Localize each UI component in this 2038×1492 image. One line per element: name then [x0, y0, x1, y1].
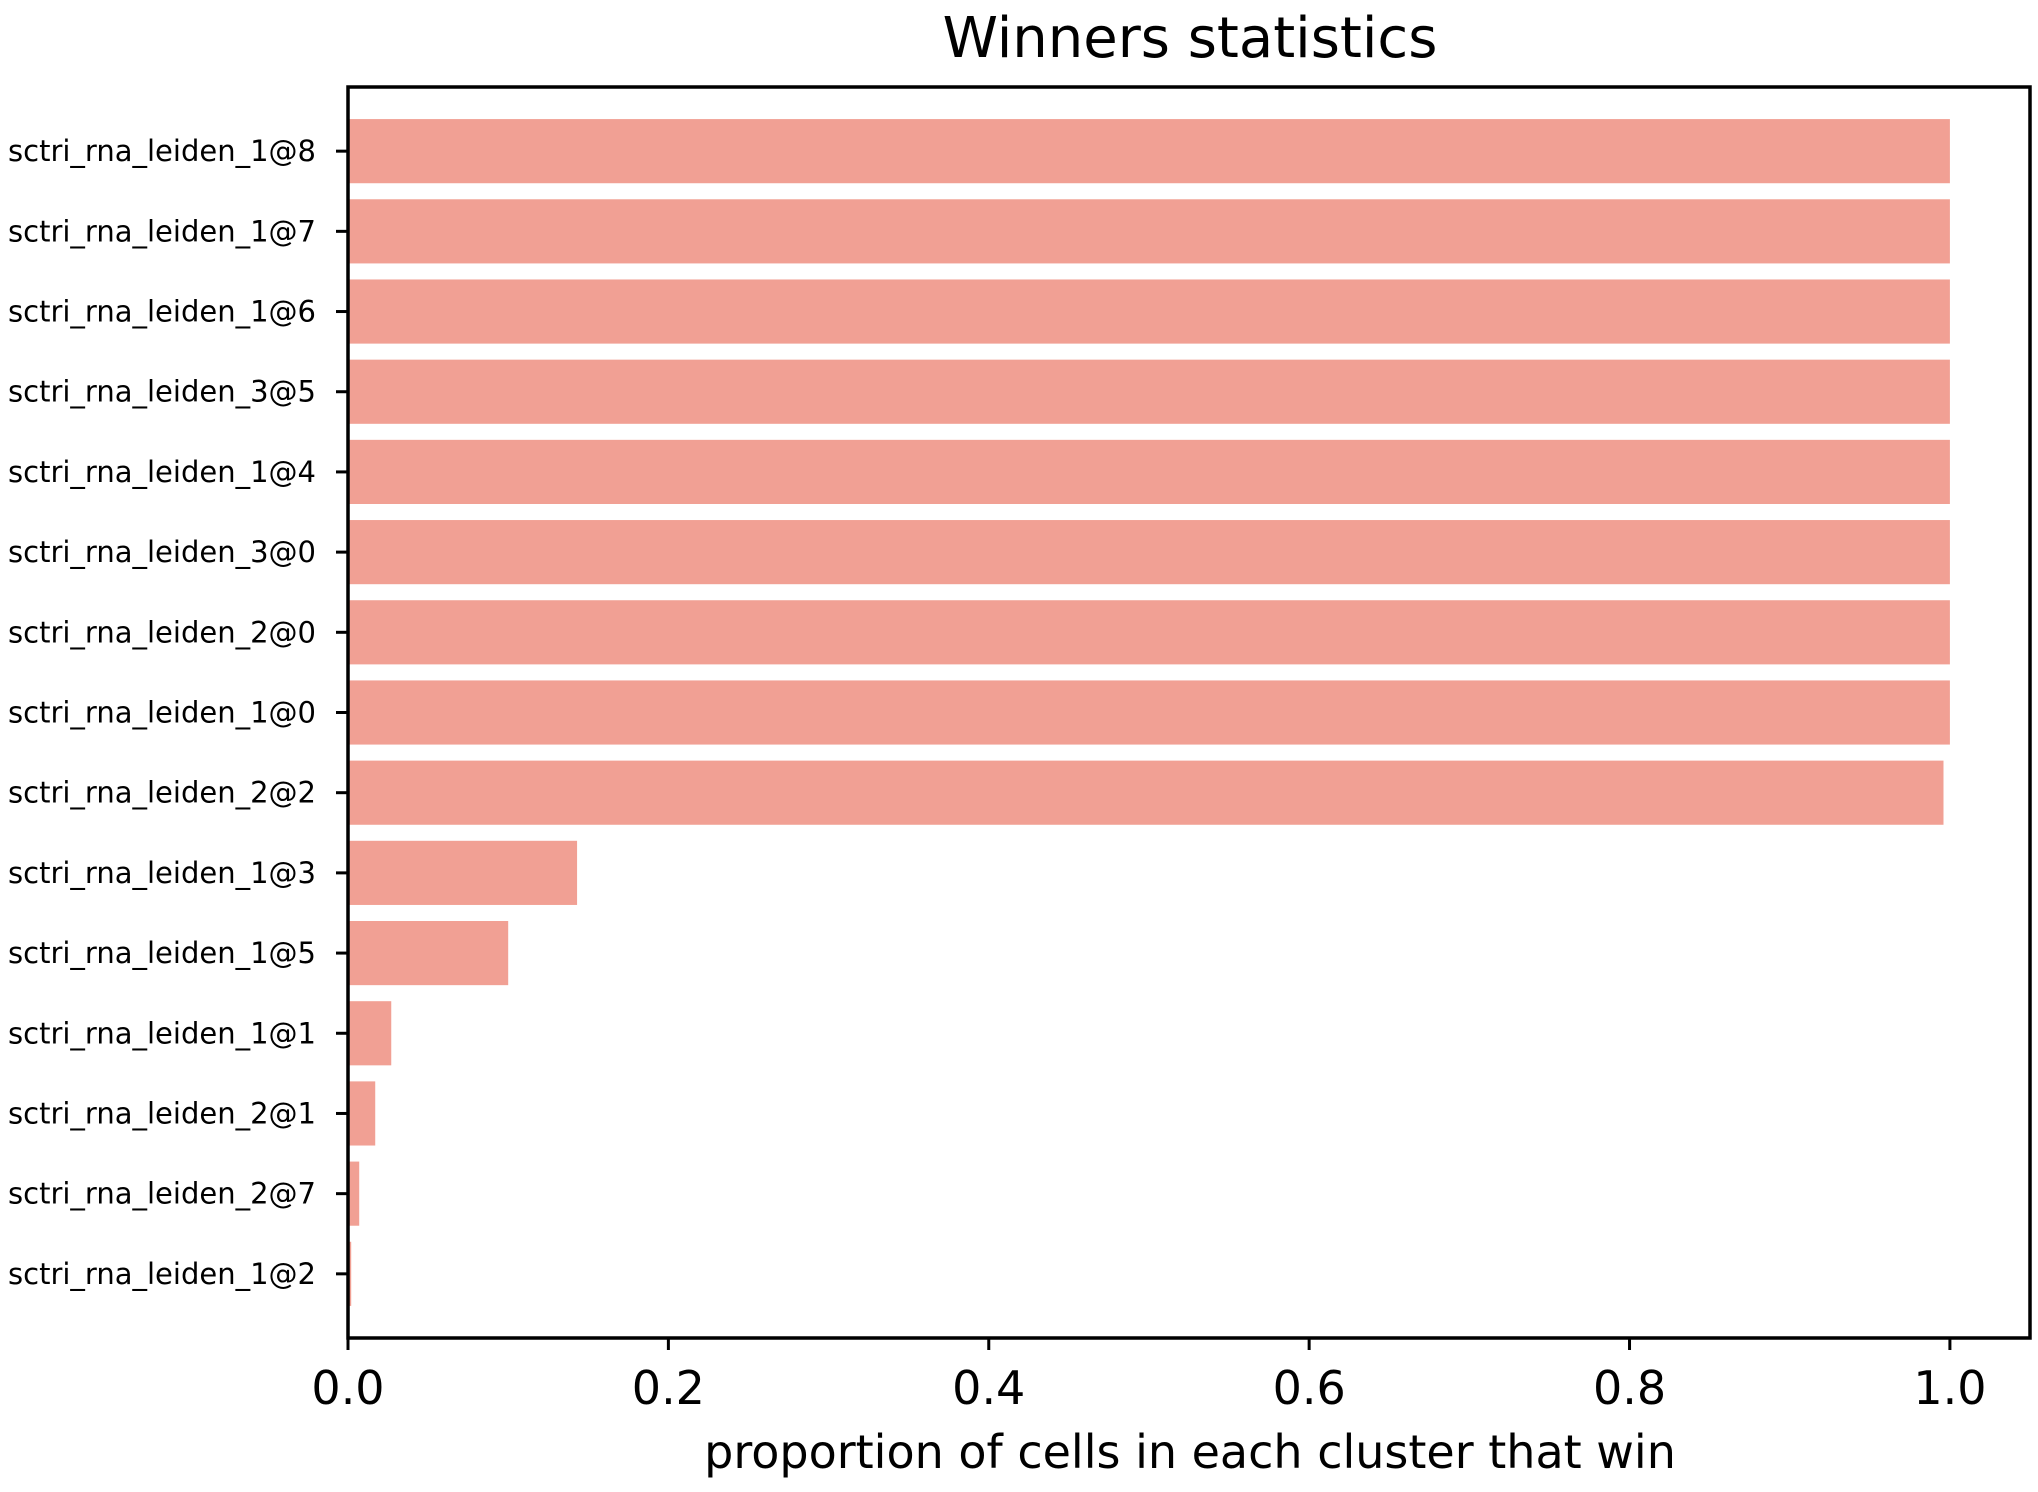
x-tick-label: 0.2	[632, 1361, 705, 1415]
y-tick-label: sctri_rna_leiden_1@0	[8, 696, 316, 730]
bar-sctri_rna_leiden_2@2	[348, 760, 1944, 825]
y-tick-label: sctri_rna_leiden_1@4	[8, 455, 316, 489]
x-axis: 0.0 0.2 0.4 0.6 0.8 1.0	[311, 1338, 1986, 1415]
y-tick-label: sctri_rna_leiden_1@5	[8, 936, 316, 970]
y-tick-label: sctri_rna_leiden_1@6	[8, 295, 316, 329]
bars-group	[348, 119, 1950, 1306]
y-tick-label: sctri_rna_leiden_3@0	[8, 535, 316, 569]
x-tick-label: 0.6	[1273, 1361, 1346, 1415]
bar-sctri_rna_leiden_1@7	[348, 199, 1950, 264]
bar-sctri_rna_leiden_1@6	[348, 279, 1950, 344]
y-tick-label: sctri_rna_leiden_1@1	[8, 1016, 316, 1050]
y-tick-label: sctri_rna_leiden_3@5	[8, 375, 316, 409]
bar-sctri_rna_leiden_2@1	[348, 1081, 376, 1146]
x-tick-label: 1.0	[1913, 1361, 1986, 1415]
x-tick-label: 0.8	[1593, 1361, 1666, 1415]
y-axis: sctri_rna_leiden_1@8 sctri_rna_leiden_1@7…	[8, 134, 348, 1291]
bar-sctri_rna_leiden_3@5	[348, 359, 1950, 424]
bar-sctri_rna_leiden_1@0	[348, 680, 1950, 745]
plot-frame	[346, 85, 2032, 1340]
bar-sctri_rna_leiden_1@4	[348, 439, 1950, 504]
y-tick-label: sctri_rna_leiden_2@1	[8, 1096, 316, 1130]
y-tick-label: sctri_rna_leiden_1@8	[8, 134, 316, 168]
bar-sctri_rna_leiden_3@0	[348, 520, 1950, 585]
bar-sctri_rna_leiden_1@5	[348, 921, 509, 986]
x-tick-label: 0.0	[311, 1361, 384, 1415]
chart-title: Winners statistics	[943, 6, 1438, 71]
x-tick-label: 0.4	[952, 1361, 1025, 1415]
y-tick-label: sctri_rna_leiden_1@3	[8, 856, 316, 890]
y-tick-label: sctri_rna_leiden_2@0	[8, 615, 316, 649]
y-tick-label: sctri_rna_leiden_1@7	[8, 214, 316, 248]
bar-sctri_rna_leiden_2@7	[348, 1161, 360, 1226]
y-tick-label: sctri_rna_leiden_2@2	[8, 776, 316, 810]
x-axis-label: proportion of cells in each cluster that…	[704, 1425, 1676, 1479]
bar-sctri_rna_leiden_1@8	[348, 119, 1950, 184]
y-tick-label: sctri_rna_leiden_2@7	[8, 1177, 316, 1211]
bar-sctri_rna_leiden_2@0	[348, 600, 1950, 665]
y-tick-label: sctri_rna_leiden_1@2	[8, 1257, 316, 1291]
bar-sctri_rna_leiden_1@3	[348, 840, 578, 905]
bar-sctri_rna_leiden_1@1	[348, 1001, 392, 1066]
